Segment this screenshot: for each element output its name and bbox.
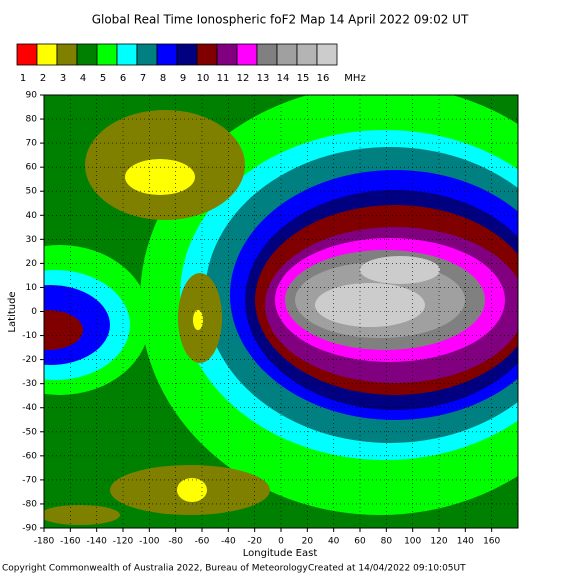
legend-swatch bbox=[296, 43, 318, 66]
x-tick-label: -40 bbox=[221, 537, 236, 547]
legend-label: 2 bbox=[40, 73, 46, 84]
y-tick-label: 80 bbox=[26, 115, 38, 125]
x-tick-label: 80 bbox=[381, 537, 393, 547]
legend-swatch bbox=[36, 43, 58, 66]
contour bbox=[315, 283, 425, 327]
copyright: Copyright Commonwealth of Australia 2022… bbox=[2, 564, 308, 574]
x-axis-label: Longitude East bbox=[243, 548, 318, 559]
y-tick-label: 30 bbox=[26, 235, 38, 245]
legend-swatch bbox=[116, 43, 138, 66]
legend-swatch bbox=[216, 43, 238, 66]
contour bbox=[125, 159, 195, 195]
legend-label: 4 bbox=[80, 73, 86, 84]
contour bbox=[44, 505, 120, 525]
x-tick-label: 40 bbox=[328, 537, 340, 547]
contour bbox=[44, 310, 83, 350]
legend-label: 11 bbox=[217, 73, 230, 84]
y-tick-label: -80 bbox=[22, 499, 37, 509]
y-tick-label: 0 bbox=[31, 307, 37, 317]
x-tick-label: -20 bbox=[247, 537, 262, 547]
x-tick-label: -120 bbox=[113, 537, 134, 547]
x-tick-label: 20 bbox=[302, 537, 314, 547]
legend-label: 1 bbox=[20, 73, 26, 84]
grid bbox=[43, 94, 518, 529]
y-tick-label: -10 bbox=[22, 331, 37, 341]
x-tick-label: 160 bbox=[483, 537, 500, 547]
x-tick-label: 140 bbox=[457, 537, 474, 547]
y-axis-label: Latitude bbox=[7, 291, 18, 332]
legend-swatch bbox=[16, 43, 38, 66]
legend-unit: MHz bbox=[344, 73, 365, 84]
y-tick-label: 70 bbox=[26, 139, 38, 149]
legend-label: 14 bbox=[277, 73, 290, 84]
legend-swatch bbox=[196, 43, 218, 66]
y-tick-label: 60 bbox=[26, 163, 38, 173]
x-tick-label: -180 bbox=[34, 537, 55, 547]
legend-label: 5 bbox=[100, 73, 106, 84]
x-tick-label: -160 bbox=[60, 537, 81, 547]
legend-swatch bbox=[56, 43, 78, 66]
legend-label: 12 bbox=[237, 73, 250, 84]
y-tick-label: -50 bbox=[22, 427, 37, 437]
y-tick-label: 90 bbox=[26, 91, 38, 101]
contour bbox=[193, 310, 203, 330]
x-tick-label: -100 bbox=[139, 537, 160, 547]
y-tick-label: 40 bbox=[26, 211, 38, 221]
legend-label: 9 bbox=[180, 73, 186, 84]
legend-swatch bbox=[136, 43, 158, 66]
created: Created at 14/04/2022 09:10:05UT bbox=[308, 564, 466, 574]
y-tick-label: -60 bbox=[22, 451, 37, 461]
legend-swatch bbox=[96, 43, 118, 66]
legend-label: 8 bbox=[160, 73, 166, 84]
legend-swatch bbox=[276, 43, 298, 66]
legend-swatch bbox=[156, 43, 178, 66]
legend-swatch bbox=[176, 43, 198, 66]
x-tick-label: -140 bbox=[86, 537, 107, 547]
y-tick-label: -40 bbox=[22, 403, 37, 413]
contour-map bbox=[44, 95, 518, 528]
contour bbox=[177, 478, 207, 502]
legend-label: 10 bbox=[197, 73, 210, 84]
x-tick-label: 0 bbox=[278, 537, 284, 547]
y-tick-label: -90 bbox=[22, 524, 37, 534]
x-tick-label: 60 bbox=[354, 537, 366, 547]
x-tick-label: 100 bbox=[404, 537, 421, 547]
y-tick-label: -20 bbox=[22, 355, 37, 365]
legend-label: 16 bbox=[317, 73, 330, 84]
legend-label: 13 bbox=[257, 73, 270, 84]
y-tick-label: 20 bbox=[26, 259, 38, 269]
x-tick-label: 120 bbox=[430, 537, 447, 547]
legend-swatch bbox=[76, 43, 98, 66]
title: Global Real Time Ionospheric foF2 Map 14… bbox=[92, 13, 469, 27]
y-tick-label: 50 bbox=[26, 187, 38, 197]
contour bbox=[360, 256, 440, 284]
legend-swatch bbox=[236, 43, 258, 66]
legend-label: 15 bbox=[297, 73, 310, 84]
y-tick-label: -70 bbox=[22, 475, 37, 485]
y-tick-label: -30 bbox=[22, 379, 37, 389]
legend-swatch bbox=[316, 43, 338, 66]
x-tick-label: -60 bbox=[195, 537, 210, 547]
x-tick-label: -80 bbox=[168, 537, 183, 547]
legend-label: 3 bbox=[60, 73, 66, 84]
y-tick-label: 10 bbox=[26, 283, 38, 293]
legend-swatch bbox=[256, 43, 278, 66]
legend-label: 6 bbox=[120, 73, 126, 84]
legend-label: 7 bbox=[140, 73, 146, 84]
